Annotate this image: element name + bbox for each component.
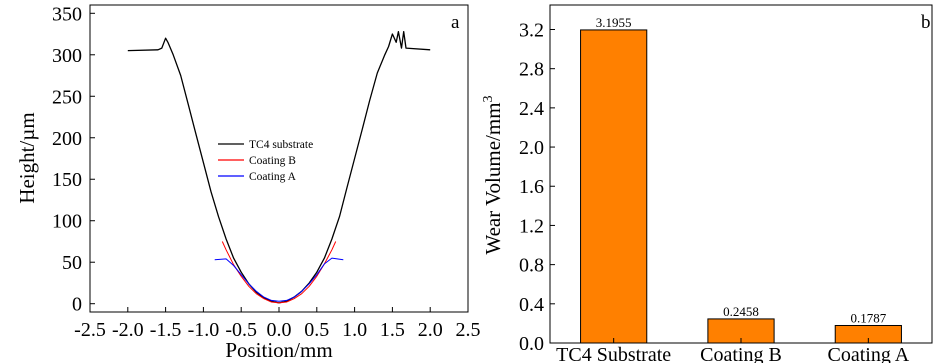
y-tick-label: 2.4	[519, 98, 544, 120]
y-tick-label: 0.8	[519, 255, 544, 277]
series-line-coating-b	[221, 241, 337, 304]
y-tick-label: 300	[52, 45, 82, 67]
legend-entry: TC4 substrate	[249, 139, 313, 151]
bar-value-label: 0.1787	[850, 310, 886, 325]
x-tick-label: 2.0	[418, 319, 443, 341]
y-tick-label: 2.8	[519, 59, 544, 81]
x-tick-label: -1.0	[188, 319, 220, 341]
y-tick-label: 50	[62, 252, 82, 274]
bar-value-label: 0.2458	[723, 304, 759, 319]
x-tick-label: -1.5	[150, 319, 182, 341]
y-tick-label: 0.4	[519, 294, 544, 316]
y-tick-label: 1.6	[519, 176, 544, 198]
y-axis-label-b: Wear Volume/mm3	[481, 95, 505, 254]
bar-value-label: 3.1955	[596, 15, 632, 30]
y-tick-label: 150	[52, 169, 82, 191]
bars: 3.1955 TC4 Substrate 0.2458 Coating B 0.1787…	[556, 15, 910, 363]
height-profile-chart: 0 50 100 150 200 250 300 350 -2.5 -2.0 -1.5 -1.0 -0…	[15, 3, 481, 362]
x-tick-label: 2.5	[456, 319, 481, 341]
x-tick-label: 0.0	[267, 319, 292, 341]
y-tick-label: 1.2	[519, 215, 544, 237]
legend-entry: Coating B	[249, 155, 296, 167]
x-category-label: TC4 Substrate	[556, 344, 671, 363]
y-axis-label-b-superscript: 3	[481, 95, 496, 102]
x-tick-label: -2.5	[74, 319, 106, 341]
y-axis-label-b-text: Wear Volume/mm	[481, 102, 505, 254]
y-tick-label: 3.2	[519, 19, 544, 41]
x-axis-ticks-a: -2.5 -2.0 -1.5 -1.0 -0.5 0.0 0.5 1.0 1.5 2.0 2.5	[74, 307, 481, 341]
x-tick-label: 1.0	[342, 319, 367, 341]
series-line-coating-a	[214, 257, 344, 302]
legend-a: TC4 substrate Coating B Coating A	[218, 139, 313, 183]
y-tick-label: 0.0	[519, 333, 544, 355]
x-tick-label: 0.5	[304, 319, 329, 341]
x-category-label: Coating B	[700, 344, 782, 363]
y-tick-label: 0	[72, 294, 82, 316]
x-tick-label: 1.5	[380, 319, 405, 341]
y-axis-label-a: Height/µm	[15, 112, 39, 203]
y-tick-label: 250	[52, 86, 82, 108]
bar-tc4-substrate	[580, 29, 648, 344]
legend-entry: Coating A	[249, 171, 297, 183]
x-category-label: Coating A	[827, 344, 909, 363]
y-axis-ticks-a: 0 50 100 150 200 250 300 350	[52, 3, 95, 316]
series-line-tc4-substrate	[127, 30, 431, 304]
profile-lines	[127, 30, 431, 304]
y-tick-label: 200	[52, 128, 82, 150]
y-tick-label: 350	[52, 3, 82, 25]
x-tick-label: -0.5	[225, 319, 257, 341]
y-tick-label: 2.0	[519, 137, 544, 159]
x-axis-label-a: Position/mm	[225, 338, 332, 362]
panel-label-a: a	[451, 12, 460, 33]
wear-volume-chart: 0.0 0.4 0.8 1.2 1.6 2.0 2.4 2.8 3.2 3.1955 TC4 Su…	[481, 4, 933, 363]
y-axis-ticks-b: 0.0 0.4 0.8 1.2 1.6 2.0 2.4 2.8 3.2	[519, 19, 555, 355]
y-tick-label: 100	[52, 211, 82, 233]
x-tick-label: -2.0	[112, 319, 144, 341]
panel-label-b: b	[921, 12, 931, 33]
